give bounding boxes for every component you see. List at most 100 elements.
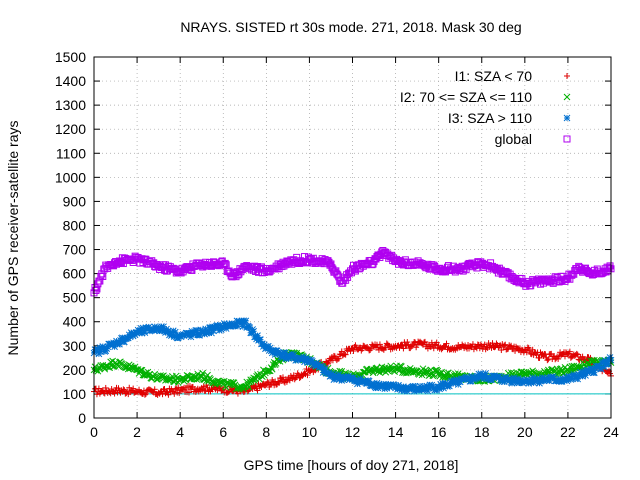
series-1-sample — [476, 345, 483, 352]
series-1-sample — [151, 386, 158, 393]
data-points — [90, 246, 615, 398]
series-2-sample — [259, 373, 266, 381]
series-1-sample — [335, 355, 342, 362]
y-tick-label: 1300 — [55, 97, 86, 113]
series-1-sample — [433, 339, 440, 346]
series-2-sample — [146, 370, 154, 378]
y-tick-label: 400 — [63, 314, 87, 330]
series-1-sample — [376, 341, 383, 348]
series-3-sample — [606, 354, 614, 361]
chart-title: NRAYS. SISTED rt 30s mode. 271, 2018. Ma… — [180, 19, 521, 35]
plot-frame — [93, 56, 612, 419]
y-tick-labels: 0 100 200 300 400 500 600 700 800 900 1000 1100 1200… — [55, 49, 86, 426]
series-1-sample — [607, 370, 614, 377]
series-1-sample — [426, 343, 433, 350]
series-1-sample — [264, 378, 271, 385]
series-1-sample — [240, 389, 247, 396]
series-3-sample — [242, 317, 250, 325]
series-4-sample — [606, 262, 614, 270]
series-4-sample — [281, 259, 289, 267]
y-tick-label: 1200 — [55, 121, 86, 137]
series-4-sample — [605, 264, 613, 272]
series-1-sample — [275, 378, 282, 385]
legend-label: global — [495, 131, 532, 147]
legend: I1: SZA < 70 I2: 70 <= SZA <= 110 I3: SZA … — [400, 68, 571, 147]
series-2-sample — [591, 356, 598, 364]
series-1-sample — [526, 347, 533, 354]
series-2-sample — [517, 368, 525, 376]
series-1-sample — [171, 390, 178, 397]
series-1-sample — [413, 344, 420, 351]
series-1-sample — [573, 350, 580, 357]
series-1-sample — [404, 339, 411, 346]
legend-label: I3: SZA > 110 — [448, 110, 532, 126]
series-1-sample — [130, 385, 137, 392]
series-1-sample — [141, 391, 148, 398]
series-1-sample — [267, 381, 274, 388]
series-1-sample — [536, 354, 543, 361]
y-tick-label: 0 — [78, 410, 86, 426]
y-tick-label: 1000 — [55, 169, 86, 185]
series-2-sample — [369, 369, 377, 377]
x-tick-label: 18 — [474, 424, 490, 440]
y-tick-label: 500 — [63, 290, 87, 306]
legend-marker — [564, 73, 570, 79]
series-1-sample — [508, 342, 515, 349]
x-tick-label: 8 — [262, 424, 270, 440]
series-4-sample — [221, 259, 229, 267]
y-tick-label: 900 — [63, 193, 87, 209]
series-2-sample — [409, 368, 417, 376]
series-2-sample — [566, 363, 574, 371]
series-2-sample — [394, 366, 401, 373]
legend-marker — [563, 114, 571, 122]
series-1-sample — [111, 390, 118, 397]
series-1-sample — [502, 341, 509, 348]
series-4-sample — [518, 275, 526, 283]
series-1-sample — [338, 348, 345, 355]
series-1-sample — [102, 384, 109, 391]
series-2-sample — [137, 366, 145, 374]
series-1-sample — [342, 351, 349, 358]
x-tick-label: 12 — [345, 424, 361, 440]
series-1-sample — [523, 349, 530, 356]
series-1-sample — [307, 368, 314, 375]
series-1-sample — [443, 340, 450, 347]
legend-marker — [563, 93, 571, 101]
y-tick-label: 800 — [63, 217, 87, 233]
x-tick-label: 0 — [90, 424, 98, 440]
legend-marker — [563, 135, 571, 143]
y-tick-label: 1400 — [55, 73, 86, 89]
x-tick-label: 22 — [560, 424, 576, 440]
series-1-sample — [304, 372, 311, 379]
series-1-sample — [283, 378, 290, 385]
series-1-sample — [142, 390, 149, 397]
series-1-sample — [524, 344, 531, 351]
y-axis-label: Number of GPS receiver-satellite rays — [5, 121, 21, 356]
series-1-sample — [176, 390, 183, 397]
legend-label: I1: SZA < 70 — [455, 68, 533, 84]
x-tick-label: 10 — [302, 424, 318, 440]
series-1-sample — [282, 376, 289, 383]
y-tick-label: 200 — [63, 362, 87, 378]
y-tick-label: 700 — [63, 242, 87, 258]
series-1-sample — [555, 355, 562, 362]
y-tick-label: 600 — [63, 266, 87, 282]
series-2-sample — [438, 368, 445, 376]
series-2-sample — [201, 376, 208, 383]
x-tick-label: 6 — [219, 424, 227, 440]
x-tick-label: 20 — [517, 424, 533, 440]
series-1-sample — [350, 347, 357, 354]
series-1-sample — [498, 347, 505, 354]
series-2-sample — [215, 380, 223, 387]
series-4 — [90, 246, 615, 297]
series-3 — [90, 317, 615, 395]
x-tick-label: 4 — [176, 424, 184, 440]
x-tick-label: 14 — [388, 424, 404, 440]
series-2-sample — [231, 381, 239, 389]
x-tick-labels: 0 2 4 6 8 10 12 14 16 18 20 22 24 — [90, 424, 619, 440]
series-2-sample — [204, 371, 211, 379]
grid — [93, 56, 612, 419]
series-1-sample — [95, 385, 102, 392]
series-1-sample — [525, 345, 532, 352]
